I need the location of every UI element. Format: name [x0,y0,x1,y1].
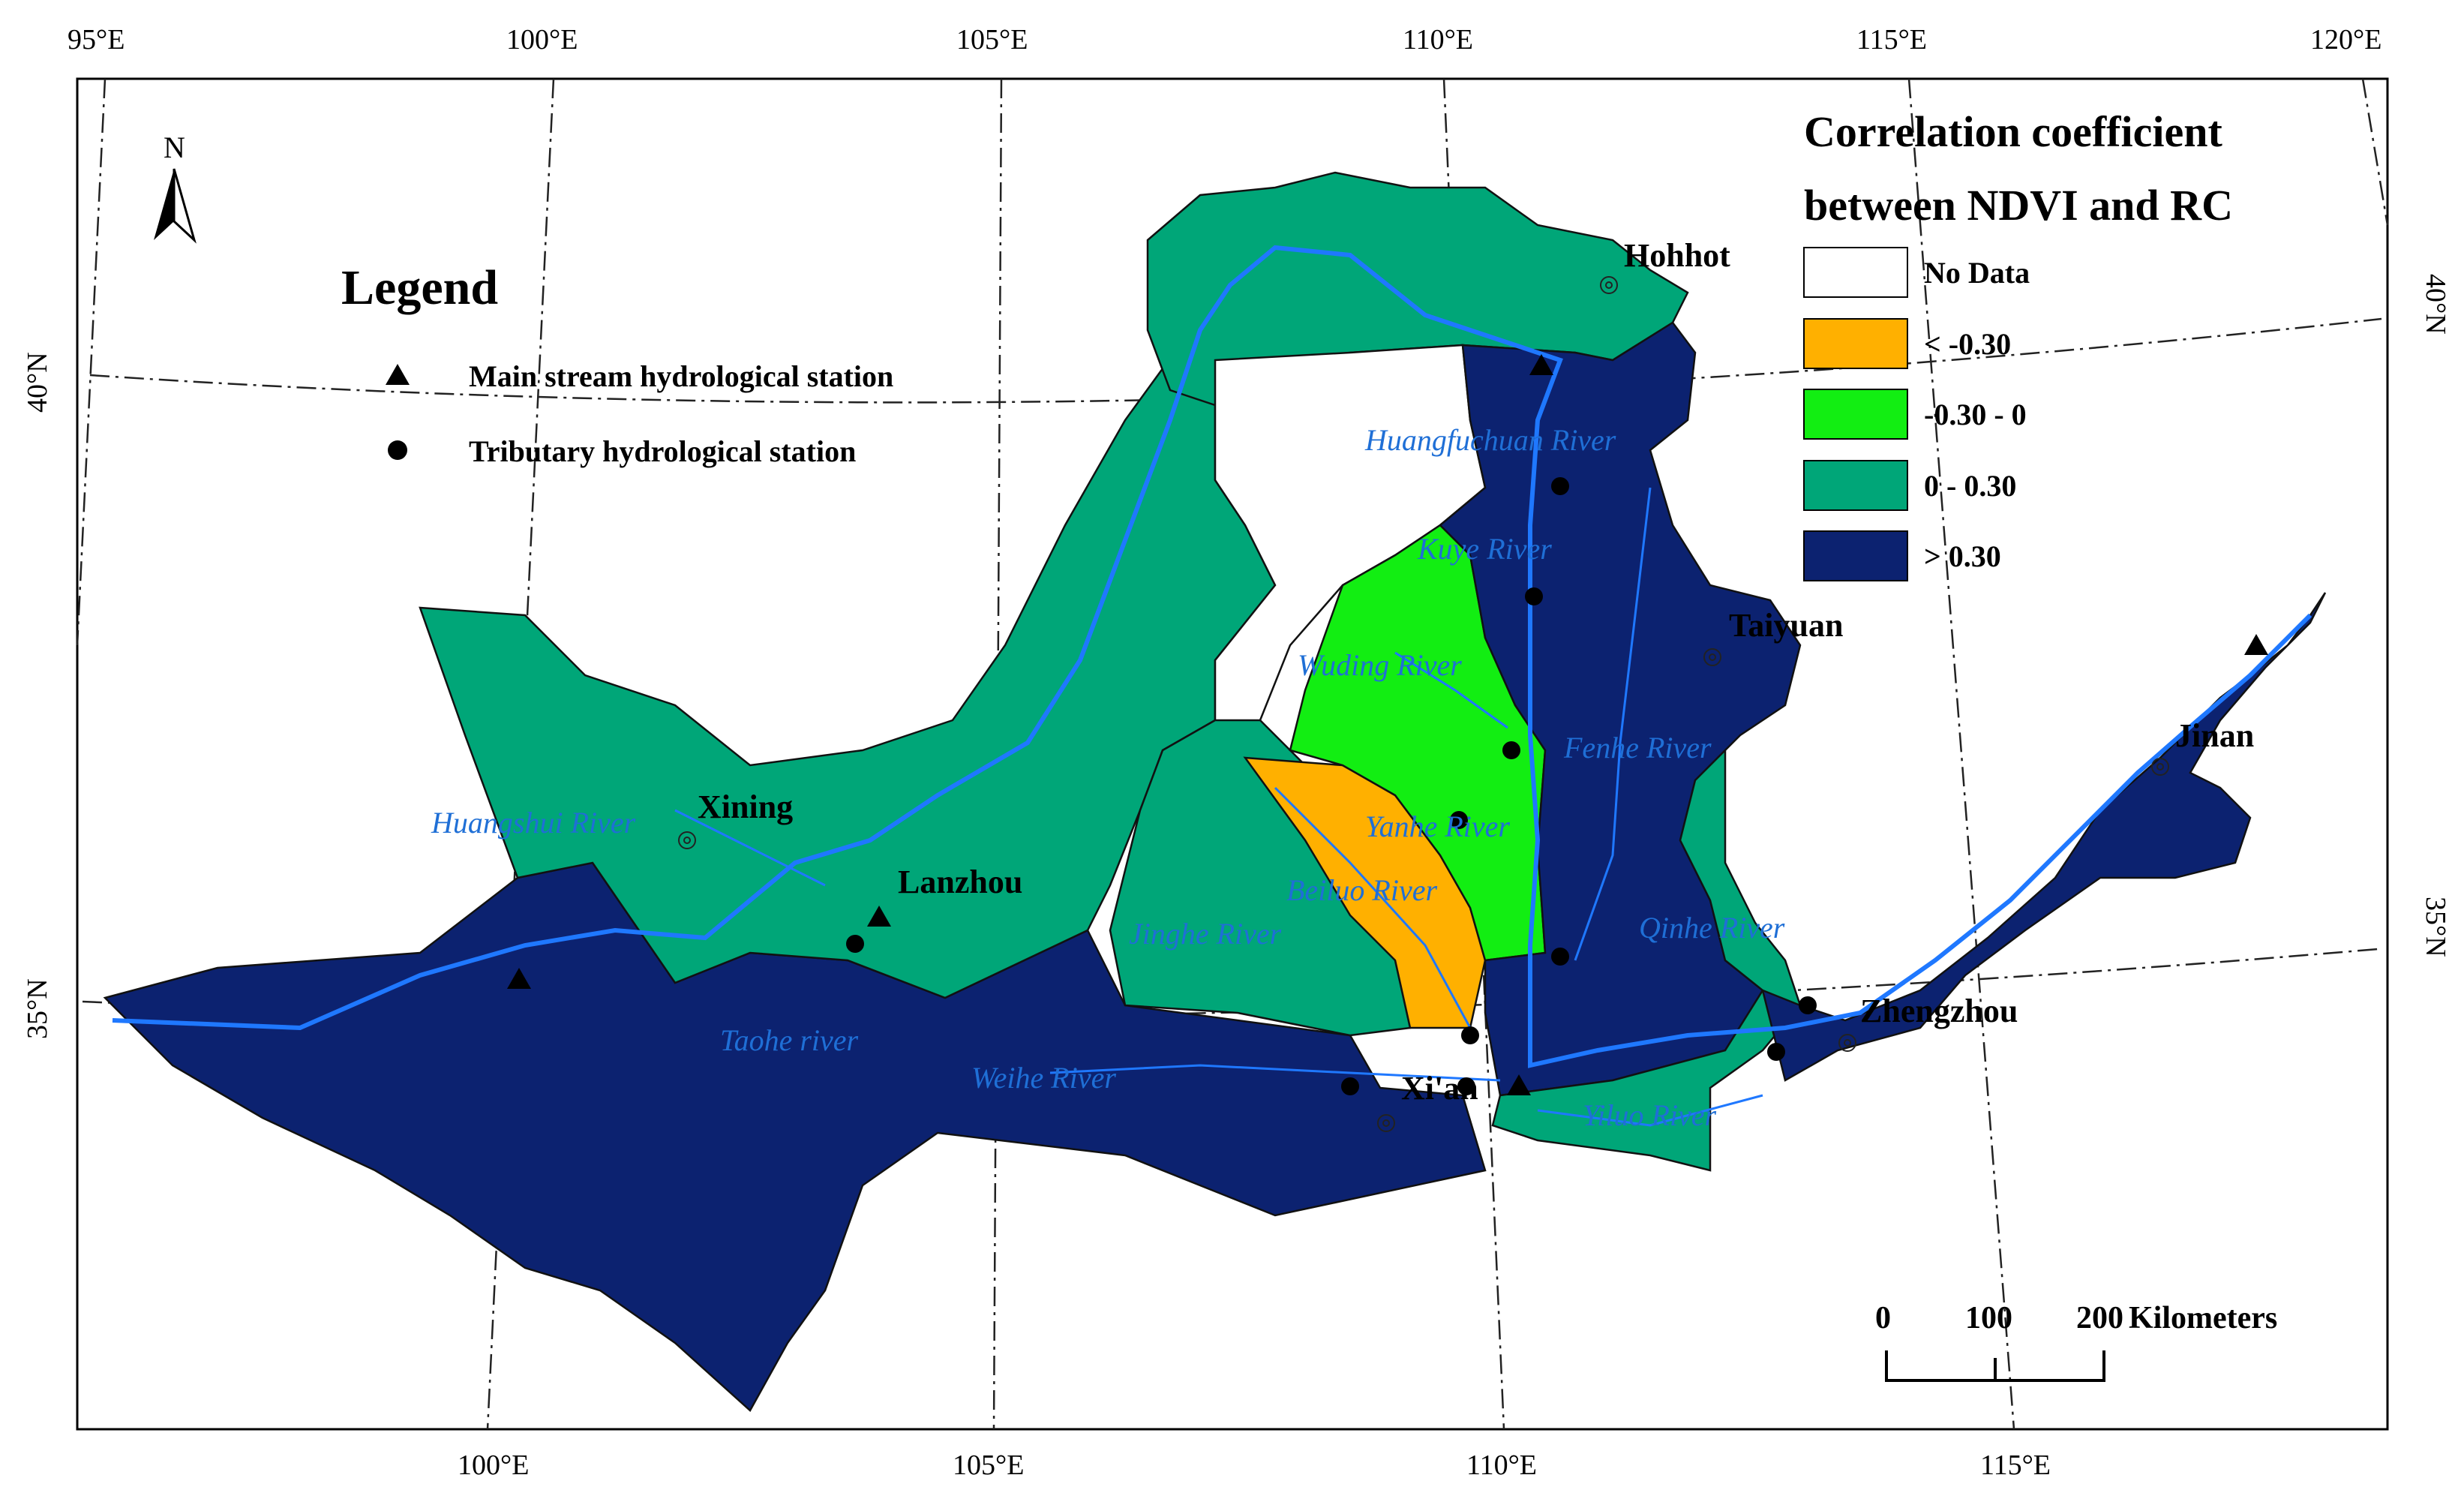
river-label: Weihe River [971,1061,1116,1095]
city-label: Zhengzhou [1860,993,2018,1029]
tributary-station-marker [1799,996,1817,1014]
class-label: No Data [1924,256,2030,290]
scale-tick-label: 0 [1875,1301,1891,1335]
city-label: Hohhot [1624,237,1730,274]
class-label: < -0.30 [1924,327,2011,361]
lon-label-top: 115°E [1856,24,1927,56]
classification-title-2: between NDVI and RC [1804,181,2233,230]
legend-tributary-station: Tributary hydrological station [469,434,856,468]
scale-tick-label: 100 [1965,1301,2012,1335]
class-label: -0.30 - 0 [1924,398,2027,431]
class-swatch-gt-030 [1804,531,1907,581]
river-label: Huangshui River [431,806,636,840]
city-label: Jinan [2175,717,2254,754]
tributary-station-legend-icon [388,440,407,460]
lon-label-bottom: 100°E [458,1449,529,1481]
river-label: Huangfuchuan River [1364,423,1616,457]
tributary-station-marker [846,935,864,953]
north-arrow-label: N [164,131,185,164]
scale-tick-label: 200 [2076,1301,2123,1335]
class-swatch-neg030-0 [1804,389,1907,439]
tributary-station-marker [1502,741,1520,759]
lon-label-top: 105°E [956,24,1028,56]
river-label: Yiluo River [1583,1098,1717,1132]
lon-label-bottom: 105°E [953,1449,1024,1481]
class-label: > 0.30 [1924,539,2001,573]
classification-title-1: Correlation coefficient [1804,107,2222,156]
class-swatch-nodata [1804,248,1907,297]
city-label: Xi'an [1401,1070,1478,1107]
class-swatch-0-030 [1804,461,1907,510]
river-label: Jinghe River [1129,917,1282,951]
lon-label-top: 120°E [2310,24,2381,56]
river-label: Beiluo River [1286,873,1437,907]
scale-unit: Kilometers [2129,1301,2277,1335]
lat-label-left: 35°N [22,978,53,1039]
lat-label-left: 40°N [22,352,53,413]
lon-label-top: 95°E [68,24,125,56]
lon-label-bottom: 110°E [1466,1449,1537,1481]
river-label: Fenhe River [1563,731,1712,765]
city-label: Taiyuan [1729,607,1843,644]
class-swatch-lt-neg030 [1804,319,1907,368]
river-label: Taohe river [720,1023,859,1057]
legend-title: Legend [341,260,498,315]
tributary-station-marker [1551,477,1569,495]
river-label: Qinhe River [1639,911,1785,945]
river-label: Yanhe River [1365,810,1510,843]
tributary-station-marker [1767,1043,1785,1061]
city-label: Lanzhou [898,864,1022,900]
river-label: Wuding River [1298,648,1462,682]
city-label: Xining [698,789,793,825]
tributary-station-marker [1551,948,1569,966]
legend-main-station: Main stream hydrological station [469,359,893,393]
lat-label-right: 35°N [2420,897,2451,957]
river-label: Kuye River [1417,532,1552,566]
lon-label-top: 100°E [506,24,578,56]
tributary-station-marker [1461,1026,1479,1044]
lon-label-top: 110°E [1403,24,1473,56]
tributary-station-marker [1341,1077,1359,1095]
class-label: 0 - 0.30 [1924,469,2016,503]
tributary-station-marker [1525,587,1543,605]
lon-label-bottom: 115°E [1980,1449,2051,1481]
lat-label-right: 40°N [2420,274,2451,335]
